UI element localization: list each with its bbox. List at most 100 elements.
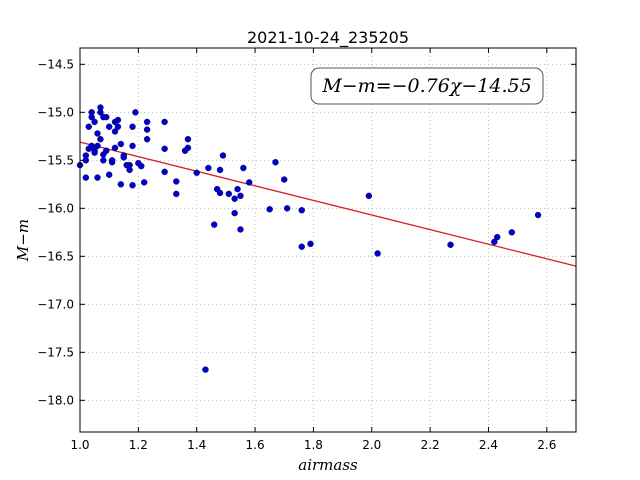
x-tick-label: 1.6 xyxy=(246,438,265,452)
data-point xyxy=(173,178,180,185)
data-point xyxy=(374,250,381,257)
data-point xyxy=(307,240,314,248)
data-point xyxy=(173,190,180,198)
data-point xyxy=(272,159,279,166)
data-point xyxy=(237,192,244,200)
data-point xyxy=(143,126,151,133)
data-point xyxy=(94,174,101,181)
data-point xyxy=(85,123,92,130)
data-point xyxy=(161,145,168,153)
data-point xyxy=(129,123,136,130)
y-tick-label: −17.0 xyxy=(37,297,74,311)
data-point xyxy=(211,221,218,228)
y-tick-label: −15.0 xyxy=(37,105,74,119)
data-point xyxy=(298,243,305,250)
data-point xyxy=(231,195,238,202)
data-point xyxy=(365,192,373,200)
data-point xyxy=(129,182,136,189)
x-tick-label: 2.2 xyxy=(421,438,440,452)
data-point xyxy=(143,118,151,126)
data-point xyxy=(281,176,288,183)
data-point xyxy=(100,157,107,164)
data-point xyxy=(91,118,98,126)
data-point xyxy=(508,229,516,236)
data-point xyxy=(494,233,501,241)
fit-line-group xyxy=(79,141,577,267)
x-tick-label: 1.2 xyxy=(129,438,148,452)
data-point xyxy=(237,226,244,233)
data-point xyxy=(283,205,291,212)
data-point xyxy=(97,135,104,143)
data-point xyxy=(114,123,122,130)
x-tick-label: 2.6 xyxy=(537,438,556,452)
y-tick-label: −16.0 xyxy=(37,201,74,215)
data-point xyxy=(103,113,110,121)
ticks-group: 1.0 1.2 1.4 1.6 1.8 2.0 2.2 2.4 2.6 −14.5 −15.0 −15… xyxy=(37,48,576,452)
x-tick-label: 1.8 xyxy=(304,438,323,452)
data-point xyxy=(219,152,227,159)
data-point xyxy=(108,157,116,164)
data-point xyxy=(234,185,241,193)
data-point xyxy=(94,130,101,137)
data-point xyxy=(114,116,122,124)
data-point xyxy=(105,123,113,130)
data-point xyxy=(266,206,273,213)
data-point xyxy=(184,144,192,152)
data-point xyxy=(216,166,224,174)
data-point xyxy=(193,169,200,177)
data-point xyxy=(82,174,90,181)
points-group xyxy=(76,104,542,373)
data-point xyxy=(161,168,168,176)
data-point xyxy=(88,113,95,121)
data-point xyxy=(225,190,233,198)
data-point xyxy=(205,164,212,172)
y-tick-label: −16.5 xyxy=(37,249,74,263)
annotation-box xyxy=(310,67,544,105)
plot-frame xyxy=(79,47,577,433)
x-tick-label: 1.0 xyxy=(70,438,89,452)
data-point xyxy=(140,179,148,186)
data-point xyxy=(246,179,253,186)
data-point xyxy=(111,144,119,152)
data-point xyxy=(117,140,125,148)
data-point xyxy=(231,209,238,217)
data-point xyxy=(126,166,133,174)
data-point xyxy=(138,162,145,170)
data-point xyxy=(184,135,192,143)
plot-area xyxy=(80,48,576,432)
data-point xyxy=(143,135,151,143)
data-point xyxy=(117,181,125,188)
chart-title: 2021-10-24_235205 xyxy=(247,28,409,48)
data-point xyxy=(491,238,498,246)
x-tick-label: 2.0 xyxy=(362,438,381,452)
data-point xyxy=(534,211,542,219)
data-point xyxy=(82,152,90,159)
y-axis-label: M−m xyxy=(14,219,32,262)
data-point xyxy=(97,109,104,116)
data-point xyxy=(447,241,454,249)
x-axis-label: airmass xyxy=(298,456,358,474)
grid xyxy=(79,48,576,432)
data-point xyxy=(120,154,127,161)
data-point xyxy=(105,171,113,178)
x-tick-label: 1.4 xyxy=(187,438,206,452)
data-point xyxy=(111,128,119,135)
y-tick-label: −18.0 xyxy=(37,393,74,407)
y-tick-label: −17.5 xyxy=(37,345,74,359)
data-point xyxy=(91,149,98,156)
data-point xyxy=(129,142,136,150)
data-point xyxy=(202,366,209,373)
y-tick-label: −14.5 xyxy=(37,57,74,71)
data-point xyxy=(161,118,168,126)
data-point xyxy=(94,142,101,150)
data-point xyxy=(216,189,224,197)
data-point xyxy=(298,207,305,214)
data-point xyxy=(103,147,110,154)
y-tick-label: −15.5 xyxy=(37,153,74,167)
data-point xyxy=(132,109,139,116)
fit-line xyxy=(79,141,577,267)
data-point xyxy=(240,164,247,172)
fit-equation: M−m=−0.76χ−14.55 xyxy=(321,75,531,97)
x-tick-label: 2.4 xyxy=(479,438,498,452)
